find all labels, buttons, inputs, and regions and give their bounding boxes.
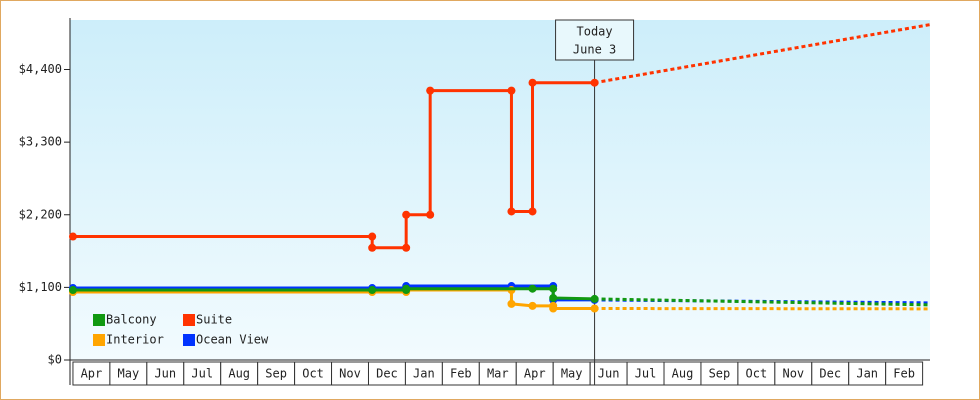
x-tick-label: Jul <box>635 367 657 381</box>
x-tick-label: Jan <box>413 367 435 381</box>
y-tick-label: $3,300 <box>19 135 62 149</box>
x-tick-label: Aug <box>228 367 250 381</box>
x-tick-label: Jun <box>598 367 620 381</box>
point <box>549 293 558 302</box>
x-tick-label: May <box>118 367 140 381</box>
legend-label: Suite <box>196 313 232 327</box>
point <box>402 210 411 219</box>
x-tick-label: Feb <box>893 367 915 381</box>
x-tick-label: Sep <box>709 367 731 381</box>
point <box>590 78 599 87</box>
legend-swatch <box>183 334 195 346</box>
legend-label: Balcony <box>106 313 157 327</box>
point <box>507 299 516 308</box>
point <box>68 286 77 295</box>
point <box>368 286 377 295</box>
y-tick-label: $4,400 <box>19 62 62 76</box>
today-box <box>555 19 635 61</box>
x-tick-label: Sep <box>265 367 287 381</box>
x-tick-label: Jan <box>856 367 878 381</box>
x-tick-label: Nov <box>339 367 361 381</box>
legend-label: Ocean View <box>196 333 269 347</box>
point <box>368 232 377 241</box>
legend-swatch <box>93 334 105 346</box>
x-tick-label: Oct <box>302 367 324 381</box>
point <box>590 304 599 313</box>
x-tick-label: Apr <box>524 367 546 381</box>
point <box>402 243 411 252</box>
x-tick-label: Dec <box>376 367 398 381</box>
point <box>528 207 537 216</box>
point <box>549 304 558 313</box>
today-label: June 3 <box>573 43 616 57</box>
x-tick-label: Feb <box>450 367 472 381</box>
x-tick-label: Apr <box>81 367 103 381</box>
legend-swatch <box>183 314 195 326</box>
y-tick-label: $2,200 <box>19 207 62 221</box>
point <box>507 86 516 95</box>
point <box>507 207 516 216</box>
x-tick-label: Dec <box>819 367 841 381</box>
forecast-line <box>594 23 931 85</box>
x-tick-label: Jul <box>191 367 213 381</box>
point <box>528 301 537 310</box>
y-tick-label: $1,100 <box>19 280 62 294</box>
legend-swatch <box>93 314 105 326</box>
legend-label: Interior <box>106 333 164 347</box>
x-tick-label: Aug <box>672 367 694 381</box>
today-label: Today <box>577 25 613 39</box>
point <box>528 284 537 293</box>
x-tick-label: Jun <box>154 367 176 381</box>
point <box>402 284 411 293</box>
y-tick-label: $0 <box>48 353 62 367</box>
point <box>426 86 435 95</box>
point <box>549 284 558 293</box>
x-tick-label: May <box>561 367 583 381</box>
month-cell <box>885 361 924 386</box>
point <box>68 232 77 241</box>
x-tick-label: Mar <box>487 367 509 381</box>
point <box>368 243 377 252</box>
point <box>426 210 435 219</box>
point <box>590 294 599 303</box>
x-tick-label: Nov <box>782 367 804 381</box>
point <box>528 78 537 87</box>
x-tick-label: Oct <box>746 367 768 381</box>
